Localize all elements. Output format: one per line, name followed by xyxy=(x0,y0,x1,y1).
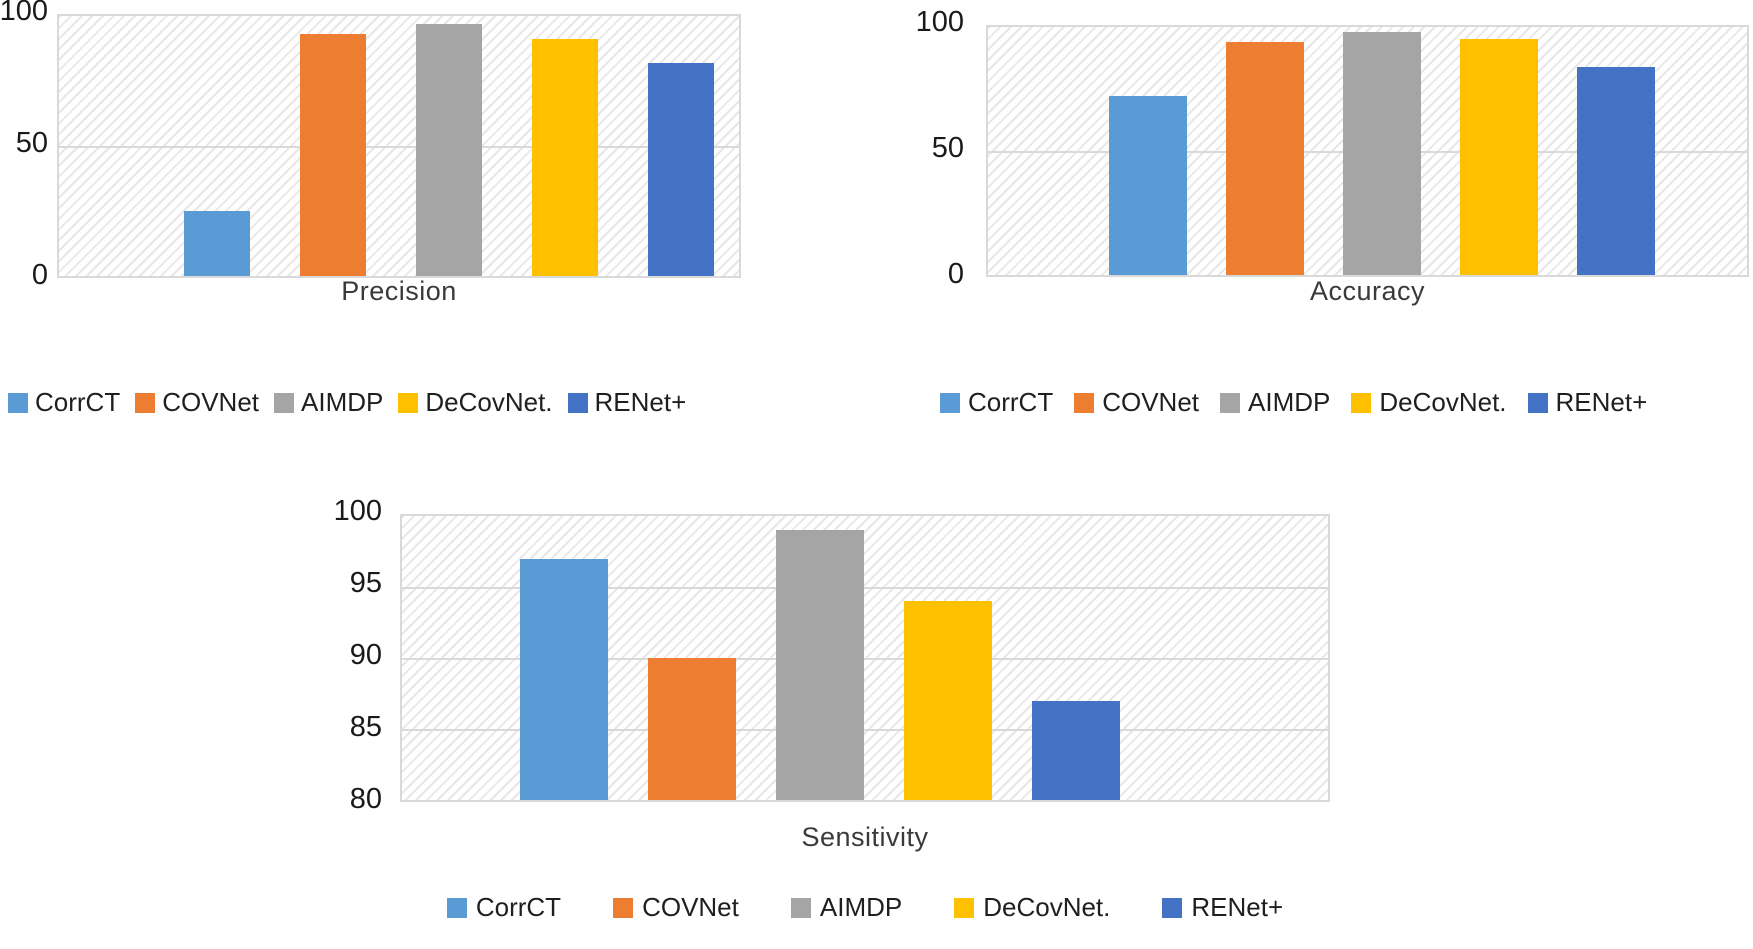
legend-swatch-renet-icon xyxy=(1162,897,1183,918)
legend-item-sensitivity-decovnet: DeCovNet. xyxy=(954,892,1110,923)
legend-item-sensitivity-corrct: CorrCT xyxy=(446,892,562,923)
y-tick-label-accuracy-100: 100 xyxy=(915,6,964,38)
legend-label-decovnet: DeCovNet. xyxy=(983,892,1111,922)
bar-precision-corrct xyxy=(184,211,250,276)
chart-title-precision: Precision xyxy=(341,276,457,306)
legend-item-sensitivity-covnet: COVNet xyxy=(613,892,739,923)
bar-precision-decovnet xyxy=(532,39,598,276)
legend-swatch-corrct-icon xyxy=(446,897,467,918)
chart-accuracy: 0 50 100 Accuracy CorrCT COVNet AIMDP DeCovNe… xyxy=(860,0,1753,430)
gridline-sensitivity-90 xyxy=(402,658,1328,660)
legend-swatch-aimdp-icon xyxy=(274,392,295,413)
legend-swatch-covnet-icon xyxy=(1074,392,1095,413)
bar-sensitivity-renet xyxy=(1032,701,1120,800)
legend-swatch-renet-icon xyxy=(1527,392,1548,413)
chart-sensitivity: 80 85 90 95 100 Sensitivity CorrCT COVNet AIMD… xyxy=(285,440,1345,949)
legend-item-sensitivity-aimdp: AIMDP xyxy=(790,892,903,923)
chart-precision: 0 50 100 Precision CorrCT COVNet AIMDP DeCovN… xyxy=(0,0,755,430)
legend-item-accuracy-decovnet: DeCovNet. xyxy=(1351,387,1507,418)
bar-accuracy-decovnet xyxy=(1460,39,1538,275)
plot-area-accuracy xyxy=(986,25,1749,277)
legend-label-renet: RENet+ xyxy=(1191,892,1284,922)
legend-label-renet: RENet+ xyxy=(594,387,687,417)
legend-item-accuracy-corrct: CorrCT xyxy=(940,387,1053,418)
y-tick-label-precision-0: 0 xyxy=(31,259,48,291)
bar-precision-covnet xyxy=(300,34,366,276)
legend-label-decovnet: DeCovNet. xyxy=(425,387,553,417)
legend-sensitivity: CorrCT COVNet AIMDP DeCovNet. RENet+ xyxy=(400,892,1330,923)
legend-accuracy: CorrCT COVNet AIMDP DeCovNet. RENet+ xyxy=(940,387,1647,418)
legend-item-sensitivity-renet: RENet+ xyxy=(1162,892,1283,923)
legend-swatch-decovnet-icon xyxy=(1351,392,1372,413)
plot-area-sensitivity xyxy=(400,514,1330,802)
gridline-sensitivity-95 xyxy=(402,587,1328,589)
legend-swatch-aimdp-icon xyxy=(790,897,811,918)
legend-label-aimdp: AIMDP xyxy=(819,892,903,922)
bar-accuracy-covnet xyxy=(1226,42,1304,275)
chart-title-accuracy: Accuracy xyxy=(1309,276,1426,306)
legend-label-aimdp: AIMDP xyxy=(301,387,384,417)
legend-swatch-covnet-icon xyxy=(135,392,156,413)
y-tick-label-sensitivity-80: 80 xyxy=(349,783,382,815)
legend-item-precision-aimdp: AIMDP xyxy=(274,387,383,418)
legend-label-covnet: COVNet xyxy=(642,892,739,922)
bar-precision-renet xyxy=(648,63,714,276)
legend-label-decovnet: DeCovNet. xyxy=(1379,387,1507,417)
y-tick-label-sensitivity-85: 85 xyxy=(349,711,382,743)
bar-accuracy-renet xyxy=(1577,67,1655,275)
bar-sensitivity-aimdp xyxy=(776,530,864,800)
legend-item-accuracy-renet: RENet+ xyxy=(1527,387,1648,418)
legend-swatch-renet-icon xyxy=(567,392,588,413)
bar-sensitivity-corrct xyxy=(520,559,608,800)
legend-item-accuracy-covnet: COVNet xyxy=(1074,387,1199,418)
legend-item-precision-renet: RENet+ xyxy=(567,387,687,418)
bar-sensitivity-decovnet xyxy=(904,601,992,800)
legend-label-renet: RENet+ xyxy=(1555,387,1648,417)
legend-item-precision-corrct: CorrCT xyxy=(8,387,120,418)
legend-label-aimdp: AIMDP xyxy=(1248,387,1331,417)
legend-label-corrct: CorrCT xyxy=(35,387,121,417)
y-tick-label-sensitivity-100: 100 xyxy=(333,495,382,527)
y-tick-label-sensitivity-90: 90 xyxy=(349,639,382,671)
y-tick-label-accuracy-0: 0 xyxy=(947,258,964,290)
y-tick-label-precision-100: 100 xyxy=(0,0,48,27)
bar-accuracy-corrct xyxy=(1109,96,1187,275)
gridline-sensitivity-85 xyxy=(402,729,1328,731)
legend-precision: CorrCT COVNet AIMDP DeCovNet. RENet+ xyxy=(8,387,686,418)
legend-swatch-covnet-icon xyxy=(613,897,634,918)
legend-swatch-decovnet-icon xyxy=(954,897,975,918)
legend-swatch-corrct-icon xyxy=(8,392,28,413)
bar-precision-aimdp xyxy=(416,24,482,276)
plot-area-precision xyxy=(57,14,741,278)
legend-item-precision-decovnet: DeCovNet. xyxy=(398,387,553,418)
bar-accuracy-aimdp xyxy=(1343,32,1421,275)
y-tick-label-accuracy-50: 50 xyxy=(931,132,964,164)
legend-swatch-aimdp-icon xyxy=(1220,392,1241,413)
legend-item-precision-covnet: COVNet xyxy=(135,387,259,418)
legend-label-corrct: CorrCT xyxy=(968,387,1054,417)
legend-label-corrct: CorrCT xyxy=(475,892,562,922)
legend-swatch-decovnet-icon xyxy=(398,392,419,413)
legend-label-covnet: COVNet xyxy=(1102,387,1200,417)
legend-item-accuracy-aimdp: AIMDP xyxy=(1220,387,1330,418)
y-tick-label-precision-50: 50 xyxy=(15,127,48,159)
bar-sensitivity-covnet xyxy=(648,658,736,800)
gridline-precision-50 xyxy=(59,146,739,148)
legend-label-covnet: COVNet xyxy=(162,387,260,417)
chart-title-sensitivity: Sensitivity xyxy=(801,822,929,852)
legend-swatch-corrct-icon xyxy=(940,392,960,413)
y-tick-label-sensitivity-95: 95 xyxy=(349,567,382,599)
